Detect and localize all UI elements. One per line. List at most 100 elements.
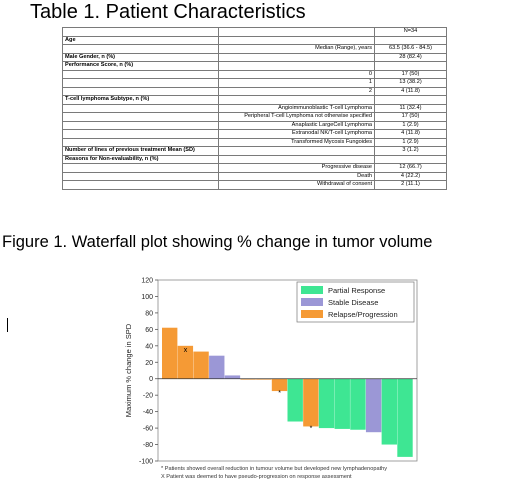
y-axis-label: Maximum % change in SPD	[124, 323, 133, 417]
waterfall-bar	[271, 378, 288, 392]
waterfall-bar	[350, 378, 366, 430]
table-cell	[62, 137, 219, 147]
row-heading: Age	[62, 35, 219, 45]
row-heading: Performance Score, n (%)	[62, 61, 219, 71]
row-label: Peripheral T-cell Lymphoma not otherwise…	[218, 112, 375, 122]
bar-marker: *	[278, 390, 281, 397]
row-value: 1 (2.9)	[374, 137, 447, 147]
y-tick-label: 0	[149, 376, 153, 383]
row-value: 13 (38.2)	[374, 78, 447, 88]
y-tick-label: 60	[145, 327, 153, 334]
row-label: Extranodal NK/T-cell Lymphoma	[218, 129, 375, 139]
y-tick-label: -100	[139, 459, 153, 466]
table-cell	[62, 103, 219, 113]
waterfall-bar	[365, 378, 382, 433]
waterfall-bar	[177, 345, 194, 379]
row-heading: Number of lines of previous treatment Me…	[62, 146, 219, 156]
table-cell	[218, 146, 375, 156]
table-cell	[62, 27, 219, 37]
waterfall-bar	[193, 351, 209, 379]
row-value	[374, 154, 447, 164]
table-title: Table 1. Patient Characteristics	[30, 1, 306, 23]
table-cell	[62, 129, 219, 139]
table-row: Performance Score, n (%)	[62, 61, 447, 71]
table-cell	[62, 112, 219, 122]
y-tick-label: 40	[145, 343, 153, 350]
y-tick-label: -80	[143, 442, 153, 449]
table-row: 0 17 (50)	[62, 69, 447, 79]
legend-swatch	[301, 286, 323, 294]
chart-footnote: * Patients showed overall reduction in t…	[161, 466, 387, 472]
table-cell	[62, 180, 219, 190]
row-label: 1	[218, 78, 375, 88]
row-value: 17 (50)	[374, 69, 447, 79]
legend-label: Relapse/Progression	[328, 310, 398, 319]
row-label: Anaplastic LargeCell Lymphoma	[218, 120, 375, 130]
figure-title: Figure 1. Waterfall plot showing % chang…	[2, 233, 433, 251]
row-value	[374, 95, 447, 105]
row-value: 4 (22.2)	[374, 171, 447, 181]
row-label: Median (Range), years	[218, 44, 375, 54]
patient-characteristics-table: N=34 Age Median (Range), years 63.5 (36.6 …	[62, 27, 447, 190]
waterfall-bar	[240, 378, 256, 380]
row-value: 28 (82.4)	[374, 52, 447, 62]
table-cell	[218, 35, 375, 45]
row-value: 2 (11.1)	[374, 180, 447, 190]
row-value	[374, 35, 447, 45]
row-value: 12 (66.7)	[374, 163, 447, 173]
legend-swatch	[301, 298, 323, 306]
table-cell	[218, 27, 375, 37]
waterfall-bar	[334, 378, 350, 429]
y-tick-label: -40	[143, 409, 153, 416]
row-label: 2	[218, 86, 375, 96]
row-heading: Male Gender, n (%)	[62, 52, 219, 62]
row-heading: Reasons for Non-evaluability, n (%)	[62, 154, 219, 164]
table-cell	[62, 120, 219, 130]
chart-footnote: X Patient was deemed to have pseudo-prog…	[161, 474, 352, 480]
legend-label: Stable Disease	[328, 298, 378, 307]
waterfall-bar	[256, 378, 272, 380]
row-value: 4 (11.8)	[374, 86, 447, 96]
waterfall-bar	[318, 378, 335, 429]
text-cursor	[7, 318, 8, 332]
table-row: Median (Range), years 63.5 (36.6 - 84.5)	[62, 44, 447, 54]
row-value: 11 (32.4)	[374, 103, 447, 113]
waterfall-bar	[162, 327, 178, 379]
table-row: Angioimmunoblastic T-cell Lymphoma 11 (32…	[62, 103, 447, 113]
row-value	[374, 61, 447, 71]
row-value: 63.5 (36.6 - 84.5)	[374, 44, 447, 54]
y-tick-label: 20	[145, 360, 153, 367]
row-label: Death	[218, 171, 375, 181]
table-cell	[218, 61, 375, 71]
table-cell	[62, 86, 219, 96]
table-row: Male Gender, n (%) 28 (82.4)	[62, 52, 447, 62]
table-row: Progressive disease 12 (66.7)	[62, 163, 447, 173]
y-tick-label: 80	[145, 310, 153, 317]
legend-label: Partial Response	[328, 286, 385, 295]
waterfall-bar	[397, 378, 413, 457]
table-row: Peripheral T-cell Lymphoma not otherwise…	[62, 112, 447, 122]
table-cell	[62, 44, 219, 54]
y-tick-label: -20	[143, 393, 153, 400]
table-cell	[62, 171, 219, 181]
row-label: Angioimmunoblastic T-cell Lymphoma	[218, 103, 375, 113]
row-value: 3 (1.2)	[374, 146, 447, 156]
row-heading: T-cell lymphoma Subtype, n (%)	[62, 95, 219, 105]
table-row: Extranodal NK/T-cell Lymphoma 4 (11.8)	[62, 129, 447, 139]
table-header-row: N=34	[62, 27, 447, 37]
waterfall-bar	[381, 378, 398, 445]
table-row: Number of lines of previous treatment Me…	[62, 146, 447, 156]
table-cell	[62, 78, 219, 88]
waterfall-chart: 120 100 80 60 40 20 0 -20 -40 -60 -80 -100 Maximum %…	[124, 278, 418, 480]
bar-marker: x	[184, 347, 188, 354]
y-tick-label: 100	[141, 294, 153, 301]
table-cell	[62, 69, 219, 79]
table-row: Transformed Mycosis Fungoides 1 (2.9)	[62, 137, 447, 147]
table-row: Age	[62, 35, 447, 45]
row-value: 4 (11.8)	[374, 129, 447, 139]
row-label: Transformed Mycosis Fungoides	[218, 137, 375, 147]
table-row: Reasons for Non-evaluability, n (%)	[62, 154, 447, 164]
table-cell	[218, 52, 375, 62]
bar-marker: *	[310, 425, 313, 432]
